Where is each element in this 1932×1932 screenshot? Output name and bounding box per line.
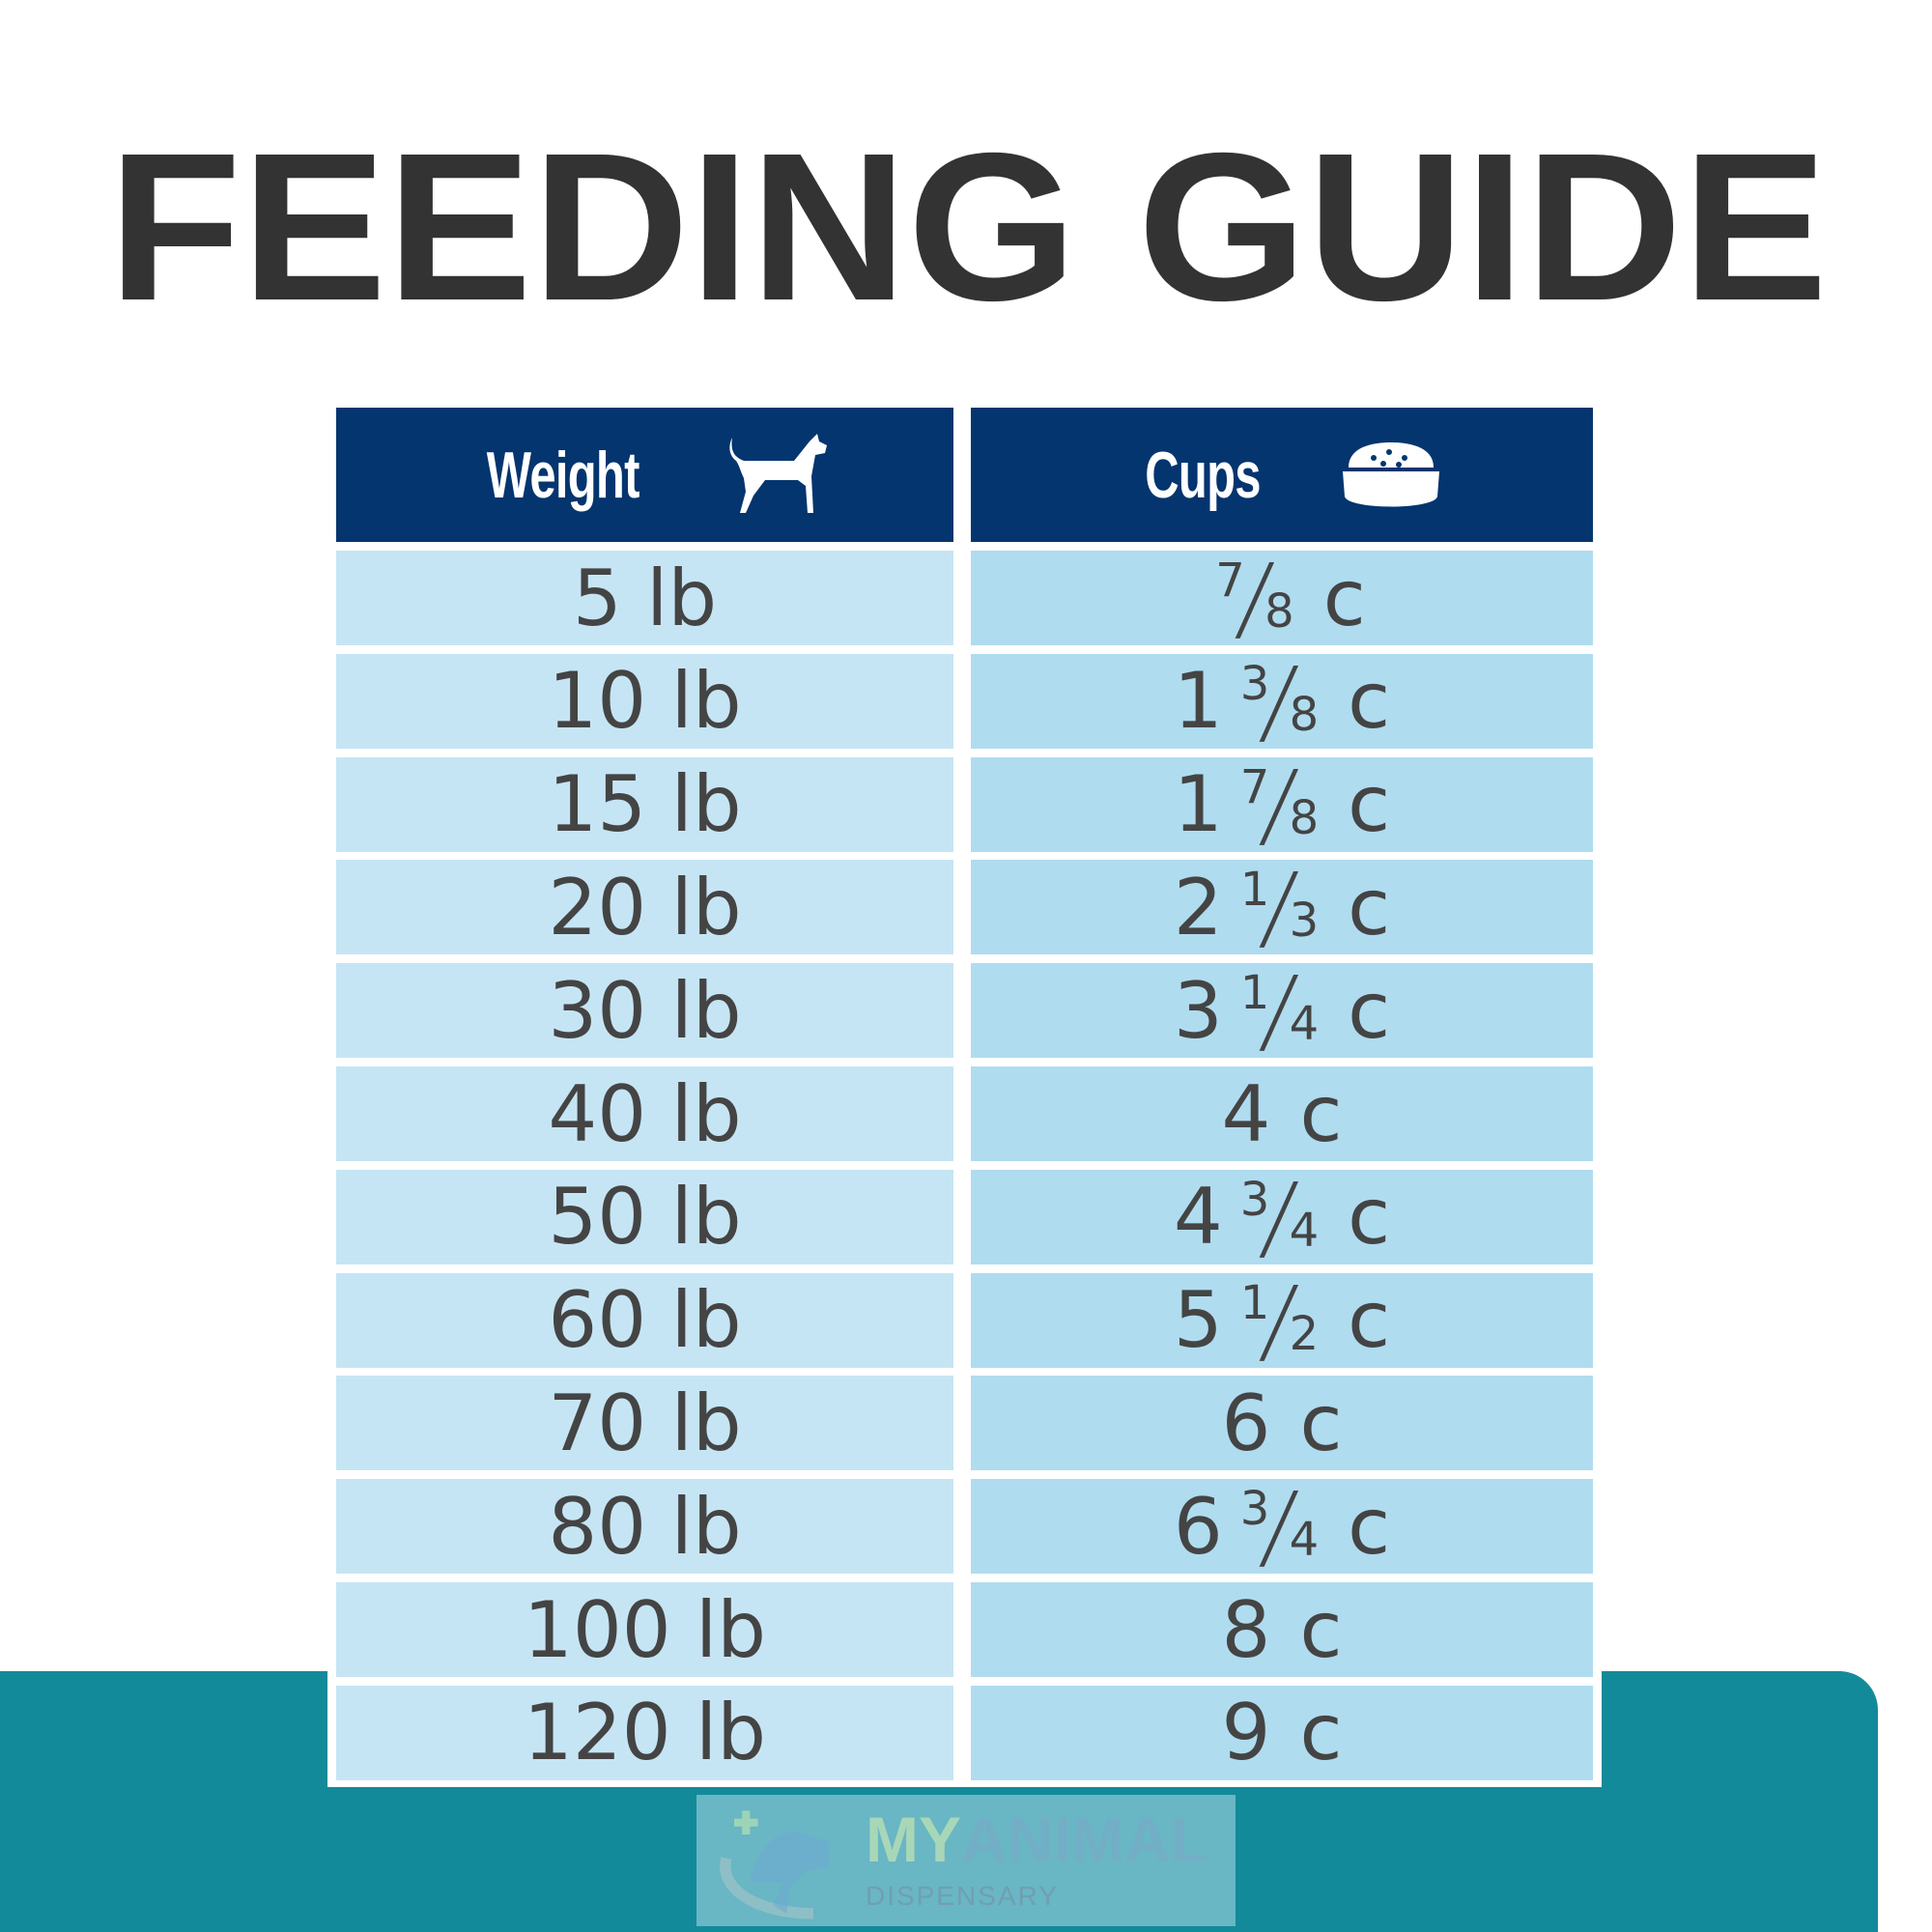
cups-cell: 4 3/4 c xyxy=(971,1163,1593,1271)
cups-fraction: 7/8 xyxy=(1215,544,1293,652)
fraction-numerator: 3 xyxy=(1239,1172,1270,1227)
cups-whole: 8 xyxy=(1221,1584,1271,1675)
cups-fraction: 3/4 xyxy=(1240,1163,1319,1271)
weight-value: 10 lb xyxy=(548,656,742,747)
header-weight-label: Weight xyxy=(486,438,640,512)
page-title: FEEDING GUIDE xyxy=(108,135,1828,309)
cups-unit: c xyxy=(1348,862,1391,952)
fraction-denominator: 4 xyxy=(1289,1513,1320,1568)
cups-cell: 3 1/4 c xyxy=(971,956,1593,1065)
cups-whole: 1 xyxy=(1173,656,1223,747)
cups-fraction: 7/8 xyxy=(1240,751,1319,859)
weight-value: 50 lb xyxy=(548,1172,742,1263)
weight-value: 5 lb xyxy=(572,553,718,643)
weight-value: 30 lb xyxy=(548,965,742,1056)
weight-value: 20 lb xyxy=(548,862,742,952)
cups-unit: c xyxy=(1348,1481,1391,1572)
cups-cell: 6 3/4 c xyxy=(971,1472,1593,1580)
watermark-brand-b: ANIMAL xyxy=(961,1804,1209,1875)
cups-cell: 7/8 c xyxy=(971,544,1593,652)
fraction-numerator: 3 xyxy=(1239,656,1270,711)
weight-cell: 5 lb xyxy=(336,551,953,645)
cups-fraction: 3/8 xyxy=(1240,647,1319,755)
fraction-denominator: 2 xyxy=(1289,1306,1320,1361)
watermark-sub: DISPENSARY xyxy=(866,1881,1059,1911)
cups-unit: c xyxy=(1299,1378,1343,1468)
food-bowl-icon xyxy=(1343,441,1439,506)
cups-unit: c xyxy=(1348,759,1391,850)
header-weight: Weight xyxy=(336,408,953,542)
cups-whole: 4 xyxy=(1221,1068,1271,1159)
fraction-numerator: 3 xyxy=(1239,1482,1270,1537)
cups-cell: 1 7/8 c xyxy=(971,751,1593,859)
watermark-brand-a: MY xyxy=(866,1804,961,1875)
cups-unit: c xyxy=(1299,1688,1343,1778)
cups-fraction: 3/4 xyxy=(1240,1472,1319,1580)
cups-unit: c xyxy=(1299,1584,1343,1675)
title-text: FEEDING GUIDE xyxy=(108,135,1828,309)
fraction-denominator: 3 xyxy=(1289,894,1320,949)
fraction-numerator: 1 xyxy=(1239,863,1270,918)
weight-cell: 20 lb xyxy=(336,860,953,955)
cups-whole: 6 xyxy=(1173,1481,1223,1572)
weight-value: 60 lb xyxy=(548,1275,742,1366)
cups-unit: c xyxy=(1348,965,1391,1056)
cups-unit: c xyxy=(1348,1275,1391,1366)
weight-cell: 60 lb xyxy=(336,1272,953,1368)
fraction-denominator: 8 xyxy=(1289,790,1320,845)
cups-whole: 9 xyxy=(1221,1688,1271,1778)
fraction-numerator: 1 xyxy=(1239,966,1270,1021)
weight-value: 120 lb xyxy=(523,1688,767,1778)
fraction-denominator: 4 xyxy=(1289,1203,1320,1258)
fraction-numerator: 1 xyxy=(1239,1275,1270,1330)
cups-whole: 4 xyxy=(1173,1172,1223,1263)
weight-value: 70 lb xyxy=(548,1378,742,1468)
weight-cell: 70 lb xyxy=(336,1376,953,1471)
cups-whole: 3 xyxy=(1173,965,1223,1056)
watermark-pet-logo-icon xyxy=(720,1810,830,1919)
fraction-denominator: 4 xyxy=(1289,997,1320,1052)
dog-icon xyxy=(729,433,828,513)
fraction-denominator: 8 xyxy=(1264,584,1294,639)
cups-cell: 2 1/3 c xyxy=(971,853,1593,961)
watermark: MYANIMAL DISPENSARY xyxy=(696,1795,1236,1926)
cups-whole: 6 xyxy=(1221,1378,1271,1468)
weight-value: 100 lb xyxy=(523,1584,767,1675)
watermark-brand: MYANIMAL xyxy=(866,1803,1209,1876)
weight-cell: 120 lb xyxy=(336,1685,953,1780)
cups-fraction: 1/4 xyxy=(1240,956,1319,1065)
cups-whole: 2 xyxy=(1173,862,1223,952)
fraction-denominator: 8 xyxy=(1289,687,1320,742)
weight-cell: 30 lb xyxy=(336,963,953,1059)
cups-unit: c xyxy=(1348,1172,1391,1263)
cups-cell: 5 1/2 c xyxy=(971,1266,1593,1375)
weight-cell: 80 lb xyxy=(336,1479,953,1575)
header-cups-label: Cups xyxy=(1145,438,1261,512)
weight-value: 40 lb xyxy=(548,1068,742,1159)
header-cups: Cups xyxy=(971,408,1593,542)
cups-whole: 1 xyxy=(1173,759,1223,850)
cups-unit: c xyxy=(1322,553,1366,643)
fraction-numerator: 7 xyxy=(1215,554,1245,608)
cups-unit: c xyxy=(1348,656,1391,747)
weight-cell: 15 lb xyxy=(336,756,953,852)
weight-cell: 10 lb xyxy=(336,653,953,749)
weight-cell: 50 lb xyxy=(336,1169,953,1264)
weight-value: 80 lb xyxy=(548,1481,742,1572)
cups-fraction: 1/2 xyxy=(1240,1266,1319,1375)
weight-cell: 100 lb xyxy=(336,1582,953,1677)
weight-cell: 40 lb xyxy=(336,1066,953,1161)
cups-cell: 1 3/8 c xyxy=(971,647,1593,755)
weight-value: 15 lb xyxy=(548,759,742,850)
fraction-numerator: 7 xyxy=(1239,759,1270,814)
cups-fraction: 1/3 xyxy=(1240,853,1319,961)
cups-whole: 5 xyxy=(1173,1275,1223,1366)
cups-unit: c xyxy=(1299,1068,1343,1159)
